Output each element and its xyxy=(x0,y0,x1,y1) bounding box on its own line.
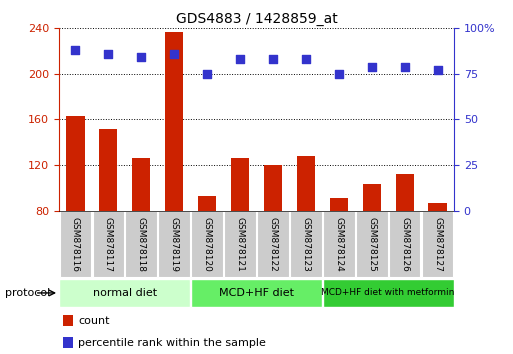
FancyBboxPatch shape xyxy=(323,211,354,277)
Bar xyxy=(396,174,413,211)
Point xyxy=(203,71,211,77)
FancyBboxPatch shape xyxy=(126,211,157,277)
Point xyxy=(334,71,343,77)
Text: normal diet: normal diet xyxy=(93,288,157,298)
FancyBboxPatch shape xyxy=(191,279,322,307)
Text: MCD+HF diet with metformin: MCD+HF diet with metformin xyxy=(322,289,455,297)
Bar xyxy=(428,202,447,211)
Text: GSM878125: GSM878125 xyxy=(367,217,376,272)
Text: percentile rank within the sample: percentile rank within the sample xyxy=(78,338,266,348)
FancyBboxPatch shape xyxy=(60,211,91,277)
Bar xyxy=(63,315,73,326)
Text: count: count xyxy=(78,316,109,326)
Text: GSM878116: GSM878116 xyxy=(71,217,80,272)
FancyBboxPatch shape xyxy=(323,279,453,307)
Bar xyxy=(165,32,183,211)
Text: GSM878124: GSM878124 xyxy=(334,217,343,272)
FancyBboxPatch shape xyxy=(224,211,256,277)
Bar xyxy=(363,184,381,211)
Point xyxy=(269,57,277,62)
Point xyxy=(302,57,310,62)
Point xyxy=(71,47,80,53)
Bar xyxy=(297,156,315,211)
FancyBboxPatch shape xyxy=(92,211,124,277)
Bar xyxy=(63,337,73,348)
Text: GSM878117: GSM878117 xyxy=(104,217,113,272)
Text: GSM878119: GSM878119 xyxy=(170,217,179,272)
Text: GSM878126: GSM878126 xyxy=(400,217,409,272)
Text: GSM878120: GSM878120 xyxy=(203,217,212,272)
Point xyxy=(368,64,376,69)
FancyBboxPatch shape xyxy=(422,211,453,277)
FancyBboxPatch shape xyxy=(290,211,322,277)
Point xyxy=(236,57,244,62)
Text: GSM878122: GSM878122 xyxy=(268,217,278,272)
Bar xyxy=(100,129,117,211)
Point xyxy=(170,51,179,57)
Point xyxy=(104,51,112,57)
Title: GDS4883 / 1428859_at: GDS4883 / 1428859_at xyxy=(175,12,338,26)
Text: MCD+HF diet: MCD+HF diet xyxy=(219,288,294,298)
Bar xyxy=(198,196,216,211)
Bar xyxy=(66,116,85,211)
Point xyxy=(137,55,145,60)
Bar xyxy=(231,158,249,211)
Bar xyxy=(264,165,282,211)
Text: protocol: protocol xyxy=(5,288,50,298)
Point xyxy=(433,67,442,73)
FancyBboxPatch shape xyxy=(257,211,289,277)
FancyBboxPatch shape xyxy=(60,279,190,307)
Text: GSM878123: GSM878123 xyxy=(301,217,310,272)
FancyBboxPatch shape xyxy=(356,211,387,277)
Bar xyxy=(330,198,348,211)
FancyBboxPatch shape xyxy=(191,211,223,277)
Text: GSM878127: GSM878127 xyxy=(433,217,442,272)
FancyBboxPatch shape xyxy=(389,211,421,277)
Bar xyxy=(132,158,150,211)
FancyBboxPatch shape xyxy=(159,211,190,277)
Text: GSM878118: GSM878118 xyxy=(137,217,146,272)
Text: GSM878121: GSM878121 xyxy=(235,217,245,272)
Point xyxy=(401,64,409,69)
